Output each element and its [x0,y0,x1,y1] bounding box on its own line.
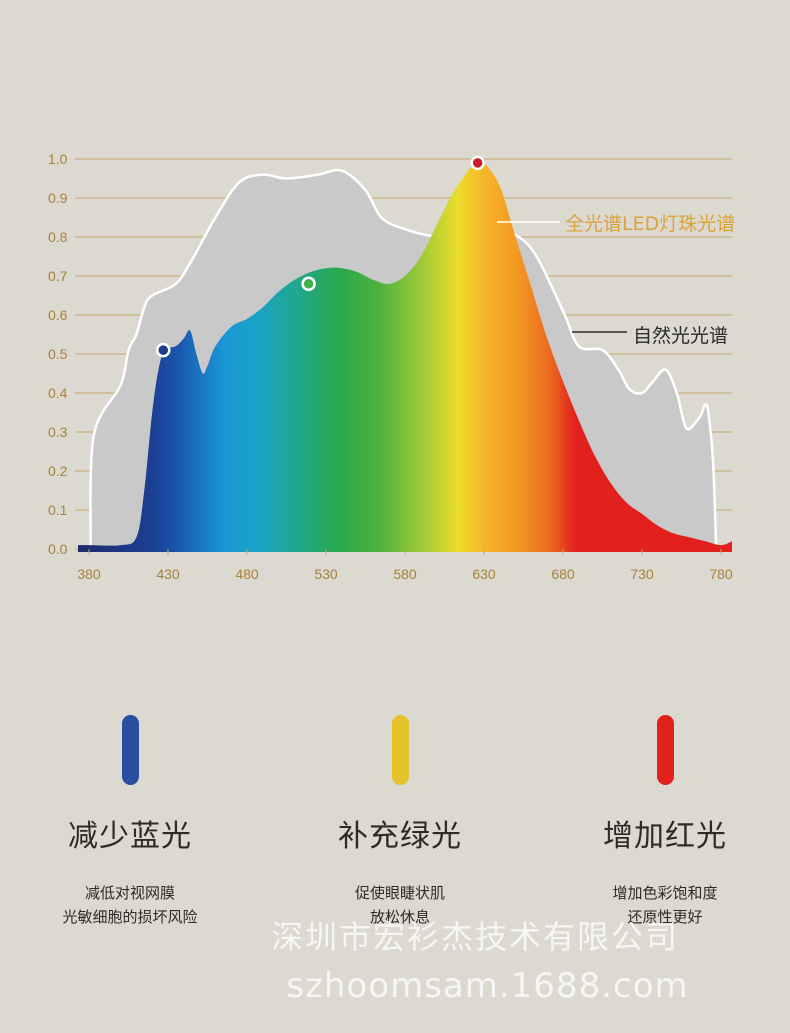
benefit-reduce-blue: 减少蓝光 减低对视网膜 光敏细胞的损坏风险 [0,715,260,929]
benefit-desc-line: 还原性更好 [627,908,703,926]
y-tick-label: 0.8 [48,229,68,245]
data-point-marker [301,276,316,292]
led-callout-label: 全光谱LED灯珠光谱 [565,213,735,235]
red-pill [656,715,674,785]
y-tick-label: 0.7 [48,268,68,284]
x-tick-label: 480 [235,566,259,582]
benefit-desc: 增加色彩饱和度 还原性更好 [535,881,790,929]
benefit-title: 补充绿光 [338,819,462,854]
watermark-company: 深圳市宏衫杰技术有限公司 [270,918,679,956]
y-tick-label: 0.0 [48,541,68,557]
x-tick-label: 630 [472,566,496,582]
led-spectrum-area [78,160,732,552]
spectrum-chart: 0.0 0.1 0.2 0.3 0.4 0.5 0.6 0.7 0.8 0.9 1.0 380 430 4… [48,151,735,582]
x-tick-label: 580 [393,566,417,582]
benefit-desc-line: 增加色彩饱和度 [612,884,718,902]
benefit-supplement-green: 补充绿光 促使眼睫状肌 放松休息 [270,715,530,929]
natural-callout-label: 自然光光谱 [633,325,728,347]
y-tick-label: 0.6 [48,307,68,323]
benefit-increase-red: 增加红光 增加色彩饱和度 还原性更好 [535,715,790,929]
y-tick-label: 1.0 [48,151,68,167]
benefit-desc-line: 放松休息 [369,908,430,926]
x-tick-label: 730 [630,566,654,582]
y-tick-label: 0.1 [48,502,68,518]
x-tick-label: 780 [709,566,733,582]
x-tick-label: 530 [314,566,338,582]
y-tick-label: 0.3 [48,424,68,440]
y-tick-label: 0.5 [48,346,68,362]
benefit-desc-line: 促使眼睫状肌 [354,884,445,902]
data-point-marker [156,342,171,358]
benefit-desc-line: 减低对视网膜 [84,884,175,902]
x-tick-label: 430 [156,566,180,582]
data-point-marker [470,155,485,171]
x-tick-label: 380 [77,566,101,582]
y-tick-label: 0.4 [48,385,68,401]
yellow-pill [391,715,409,785]
benefit-desc-line: 光敏细胞的损坏风险 [62,908,198,926]
x-tick-label: 680 [551,566,575,582]
benefit-title: 减少蓝光 [68,819,192,854]
y-tick-label: 0.2 [48,463,68,479]
benefit-desc: 减低对视网膜 光敏细胞的损坏风险 [0,881,260,929]
watermark-site: szhoomsam.1688.com [286,966,689,1006]
y-tick-label: 0.9 [48,190,68,206]
benefit-desc: 促使眼睫状肌 放松休息 [270,881,530,929]
benefit-title: 增加红光 [603,819,727,854]
blue-pill [121,715,139,785]
